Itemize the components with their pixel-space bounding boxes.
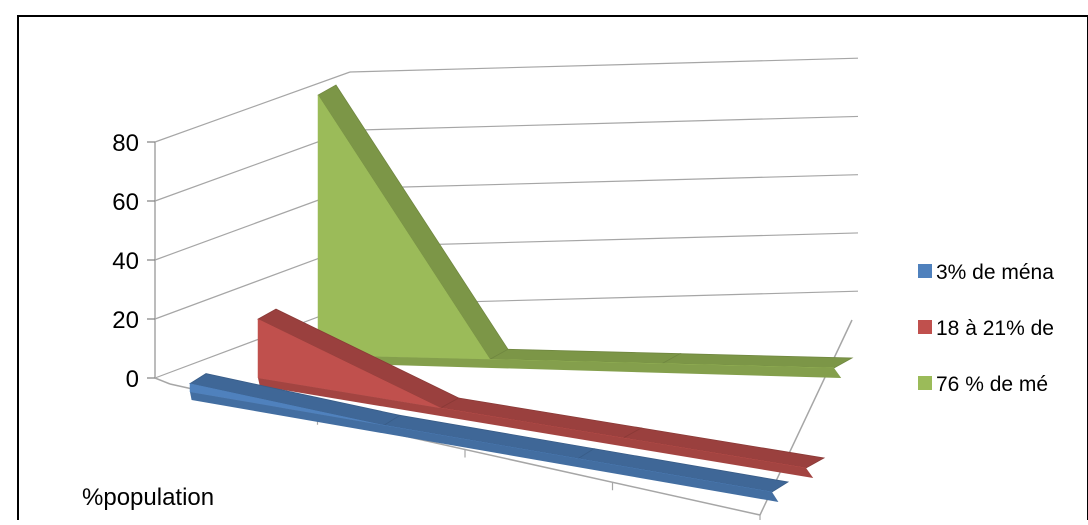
y-axis-ticks: 0 20 40 60 80 (112, 130, 155, 393)
y-tick-label: 0 (126, 366, 139, 393)
y-tick: 40 (112, 248, 155, 275)
legend-swatch-1 (918, 264, 932, 278)
y-tick: 0 (126, 366, 155, 393)
x-axis-label: %population (82, 484, 214, 511)
gridline-side (154, 129, 351, 202)
gridline-side (154, 304, 351, 379)
legend-label-1: 3% de ména (936, 261, 1054, 284)
series-2 (257, 308, 826, 478)
legend-label-3: 76 % de mé (936, 373, 1048, 396)
y-tick-label: 80 (112, 130, 139, 157)
gridline-back (349, 115, 859, 131)
y-tick: 80 (112, 130, 155, 157)
y-tick-label: 60 (112, 189, 139, 216)
y-tick-label: 20 (112, 307, 139, 334)
series-base-edge (318, 355, 842, 378)
y-tick-label: 40 (112, 248, 139, 275)
legend: 3% de ména 18 à 21% de 76 % de mé (918, 261, 1054, 396)
legend-swatch-2 (918, 320, 932, 334)
series-base-edge (258, 378, 814, 478)
series-base-edge (190, 392, 779, 502)
gridline-side (154, 71, 351, 143)
gridline-side (154, 187, 351, 261)
series-layer (188, 84, 854, 502)
y-tick: 20 (112, 307, 155, 334)
floor-corner (154, 377, 171, 385)
series-1 (188, 373, 790, 502)
series-front-face (189, 383, 773, 493)
gridline-back (349, 57, 859, 73)
series-3 (317, 84, 854, 378)
gridline-back (349, 174, 859, 190)
chart-border (17, 15, 1088, 525)
gridline-side (154, 246, 351, 320)
legend-label-2: 18 à 21% de (936, 317, 1054, 340)
y-tick: 60 (112, 189, 155, 216)
legend-swatch-3 (918, 376, 932, 390)
